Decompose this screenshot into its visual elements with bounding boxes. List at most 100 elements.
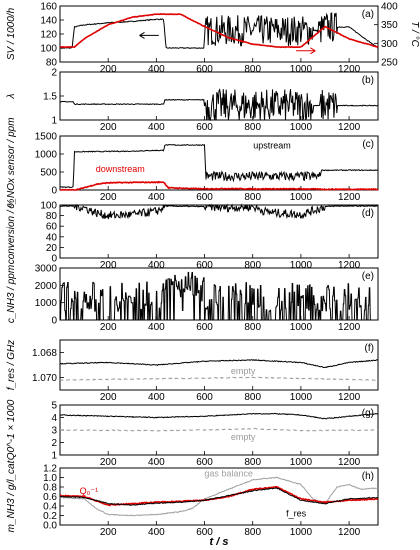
panel-tag-b: (b) (362, 75, 374, 86)
panel-frame-c (59, 135, 379, 191)
arrow-left-axis (139, 31, 159, 39)
y-tick-label-f: 1.070 (32, 373, 57, 384)
annotation-g: empty (231, 432, 256, 442)
y-tick-label-e: 3000 (35, 264, 58, 275)
x-tick-label-f: 800 (244, 392, 261, 403)
x-tick-label-c: 400 (148, 192, 165, 203)
y-axis-label-c: c_NOx sensor / ppm (6, 117, 17, 208)
y-tick-label-a: 80 (46, 58, 58, 69)
y-tick-label-h: 0.6 (43, 492, 57, 503)
y-tick-label-d: 80 (46, 211, 58, 222)
x-tick-label-a: 1000 (290, 64, 313, 75)
panel-tag-d: (d) (362, 208, 374, 219)
x-tick-label-f: 200 (100, 392, 117, 403)
series-f-empty (59, 376, 379, 381)
x-tick-label-g: 1000 (290, 457, 313, 468)
y-axis-label-e: c_NH3 / ppm (6, 265, 17, 323)
panel-frame-f (59, 339, 379, 391)
x-tick-label-d: 600 (196, 260, 213, 271)
y-tick-label-c: 500 (40, 168, 57, 179)
y-tick-label-e: 0 (51, 316, 57, 327)
y-tick-label-f: 1.068 (32, 348, 57, 359)
y-tick-label-b: 1 (51, 116, 57, 127)
y-tick-label-g: 3 (51, 426, 57, 437)
arrow-right-axis (296, 47, 316, 55)
x-tick-label-h: 400 (148, 527, 165, 538)
x-tick-label-d: 800 (244, 260, 261, 271)
x-tick-label-a: 800 (244, 64, 261, 75)
annotation-c: downstream (96, 164, 145, 174)
x-tick-label-a: 1200 (338, 64, 361, 75)
x-tick-label-c: 600 (196, 192, 213, 203)
series-g-q0-1 (59, 412, 379, 420)
series-h-gas-balance (59, 476, 379, 517)
x-tick-label-c: 200 (100, 192, 117, 203)
y-axis-label-h: m_NH3 / g/l_cat (6, 459, 17, 532)
y-tick-label-g: 4 (51, 413, 57, 424)
y-tick-label-g: 1 (51, 451, 57, 462)
y2-tick-label: 250 (381, 58, 398, 69)
x-tick-label-g: 400 (148, 457, 165, 468)
panel-frame-d (59, 204, 379, 259)
x-tick-label-f: 1000 (290, 392, 313, 403)
y-tick-label-b: 2 (51, 68, 57, 79)
y-axis-label-a: SV / 1000/h (6, 7, 17, 60)
x-tick-label-f: 400 (148, 392, 165, 403)
x-tick-label-b: 200 (100, 122, 117, 133)
y-tick-label-h: 0.4 (43, 502, 57, 513)
x-tick-label-h: 200 (100, 527, 117, 538)
panel-tag-g: (g) (362, 408, 374, 419)
x-tick-label-f: 1200 (338, 392, 361, 403)
series-e-nh3 (60, 271, 379, 321)
y-tick-label-d: 100 (40, 201, 57, 212)
y-tick-label-c: 0 (51, 186, 57, 197)
x-tick-label-h: 600 (196, 527, 213, 538)
y-tick-label-a: 120 (40, 30, 57, 41)
x-tick-label-a: 200 (100, 64, 117, 75)
x-tick-label-d: 200 (100, 260, 117, 271)
series-f-f-res (60, 359, 379, 369)
x-tick-label-e: 1200 (338, 322, 361, 333)
series-g-empty (60, 427, 379, 432)
panel-tag-a: (a) (362, 9, 374, 20)
x-tick-label-g: 1200 (338, 457, 361, 468)
x-tick-label-e: 400 (148, 322, 165, 333)
annotation-h: Q₀⁻¹ (80, 486, 98, 496)
y-tick-label-c: 1500 (35, 132, 58, 143)
series-c-downstream (60, 180, 379, 191)
x-tick-label-d: 1000 (290, 260, 313, 271)
x-tick-label-e: 800 (244, 322, 261, 333)
x-tick-label-d: 1200 (338, 260, 361, 271)
y2-tick-label: 300 (381, 39, 398, 50)
series-d-conversion (60, 203, 379, 220)
x-tick-label-f: 600 (196, 392, 213, 403)
y-axis-label-g: Q0^-1 × 1000 (6, 399, 17, 460)
x-tick-label-h: 1000 (290, 527, 313, 538)
annotation-h: gas balance (204, 469, 253, 479)
x-tick-label-e: 1000 (290, 322, 313, 333)
y-tick-label-d: 60 (46, 222, 58, 233)
x-tick-label-g: 800 (244, 457, 261, 468)
y-tick-label-h: 0.0 (43, 521, 57, 532)
y-tick-label-a: 100 (40, 44, 57, 55)
x-tick-label-b: 1200 (338, 122, 361, 133)
x-axis-label: t / s (210, 536, 229, 548)
y-axis-label-f: f_res / GHz (6, 340, 17, 391)
y-tick-label-g: 2 (51, 438, 57, 449)
y-tick-label-a: 140 (40, 16, 57, 27)
x-tick-label-g: 200 (100, 457, 117, 468)
x-tick-label-c: 1000 (290, 192, 313, 203)
annotation-f: empty (231, 366, 256, 376)
series-c-upstream (59, 143, 379, 189)
x-tick-label-b: 1000 (290, 122, 313, 133)
y-tick-label-g: 5 (51, 401, 57, 412)
series-a-sv (59, 12, 379, 49)
x-tick-label-c: 1200 (338, 192, 361, 203)
y-axis-label-b: λ (6, 93, 17, 99)
panel-tag-e: (e) (362, 271, 374, 282)
annotation-c: upstream (253, 141, 291, 151)
y-tick-label-h: 1.0 (43, 473, 57, 484)
panel-tag-c: (c) (362, 139, 374, 150)
y2-axis-label: T / °C (409, 21, 420, 47)
y-tick-label-h: 0.2 (43, 511, 57, 522)
